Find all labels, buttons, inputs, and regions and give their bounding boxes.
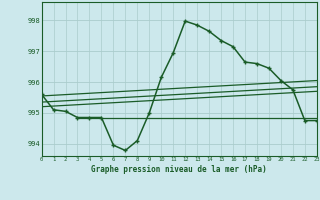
X-axis label: Graphe pression niveau de la mer (hPa): Graphe pression niveau de la mer (hPa): [91, 165, 267, 174]
